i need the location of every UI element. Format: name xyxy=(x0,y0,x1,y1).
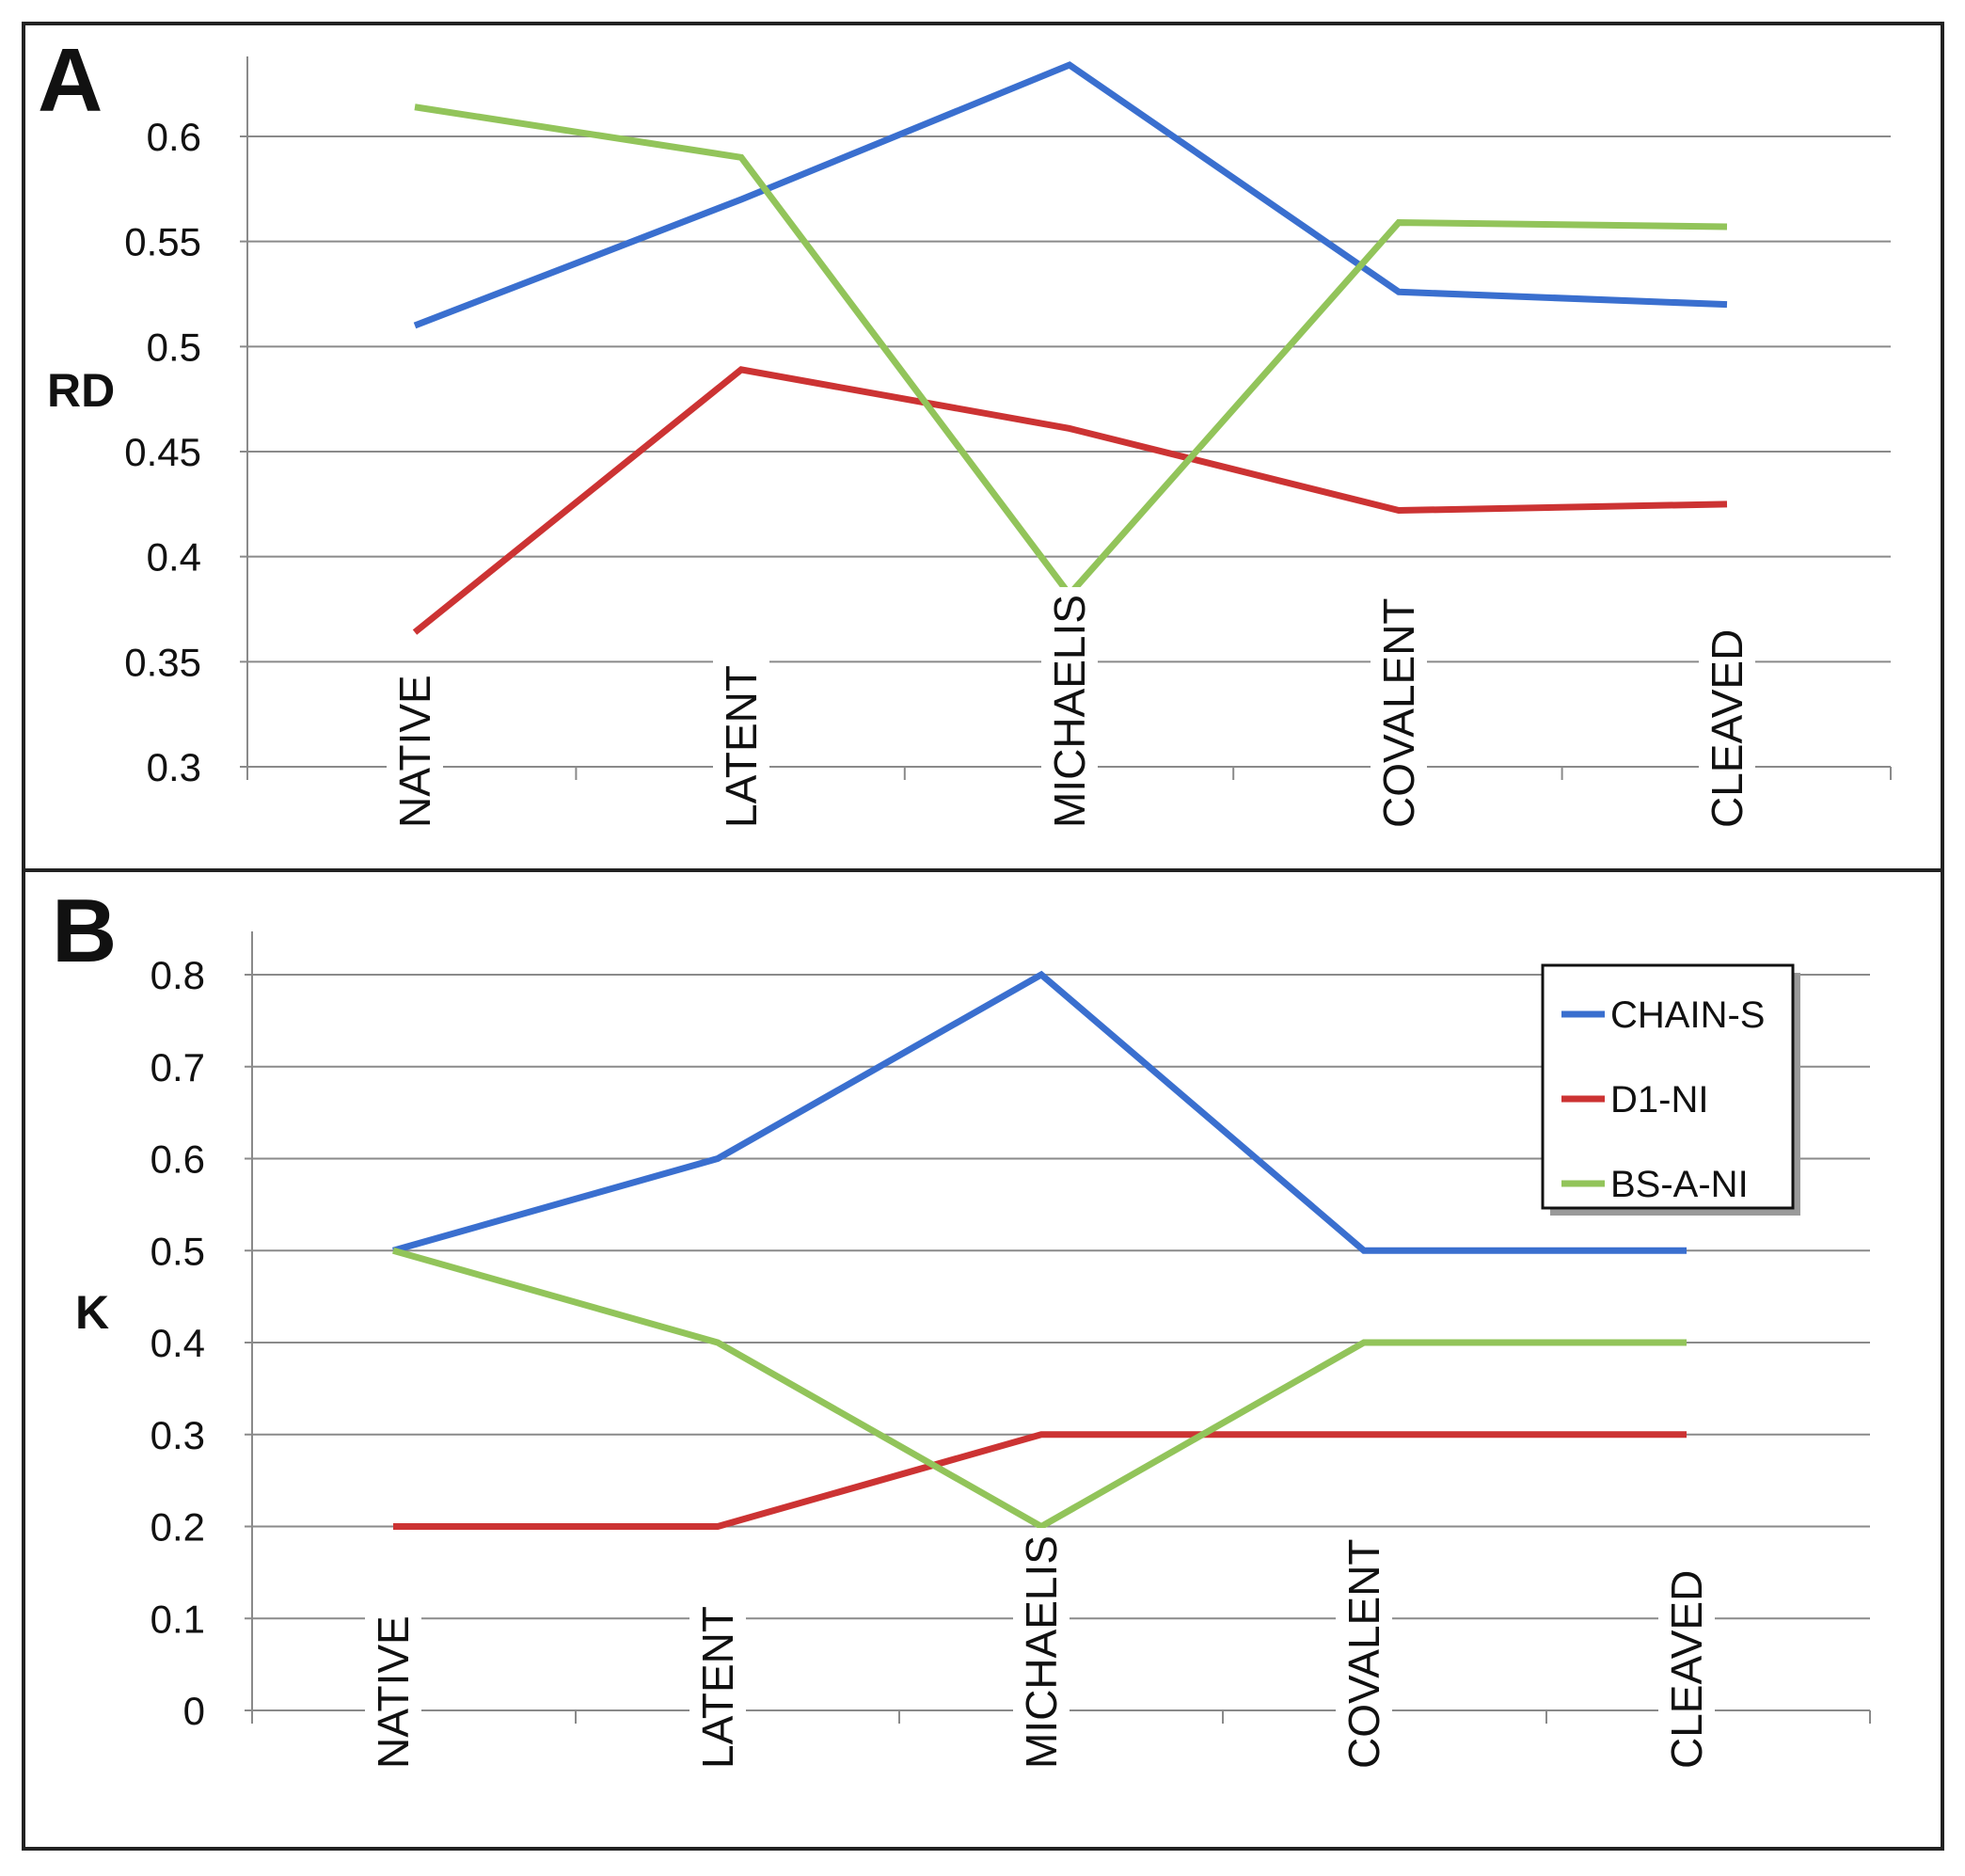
panel-a-label: A xyxy=(38,30,103,131)
panel-b-y-tick-label: 0.4 xyxy=(151,1321,205,1365)
panel-b-category-label-native: NATIVE xyxy=(369,1615,418,1769)
panel-b-y-tick-label: 0.1 xyxy=(151,1597,205,1641)
panel-b-y-tick-label: 0.6 xyxy=(151,1137,205,1182)
panel-b-y-tick-label: 0.5 xyxy=(151,1229,205,1273)
panel-b-category-label-bg xyxy=(1658,1562,1715,1776)
legend-items: CHAIN-S D1-NI BS-A-NI xyxy=(1561,994,1765,1205)
panel-b-series-line-chain-s xyxy=(392,970,1687,1254)
panel-a-y-tick-label: 0.45 xyxy=(124,430,201,474)
panel-b-y-ticks: 0 0.1 0.2 0.3 0.4 0.5 0.6 0.7 0.8 xyxy=(151,953,205,1733)
panel-a-category-label-bg xyxy=(387,667,443,835)
panel-b-category-label-bg xyxy=(1336,1531,1392,1776)
panel-a-y-tick-label: 0.4 xyxy=(147,535,201,580)
panel-b-category-label-bg xyxy=(689,1598,746,1776)
panel-b-y-tick-label: 0 xyxy=(183,1689,205,1733)
panel-b-y-tick-label: 0.8 xyxy=(151,953,205,997)
panel-b-y-tick-label: 0.3 xyxy=(151,1413,205,1457)
panel-a-category-label-bg xyxy=(713,658,769,835)
panel-a-y-axis-label: RD xyxy=(47,364,115,417)
panel-b-chart: B K 0 0.1 0.2 0.3 0.4 0.5 0.6 0.7 0.8 NATIVE LATE… xyxy=(52,881,1871,1776)
panel-a-category-label-bg xyxy=(1041,587,1098,835)
panel-a-y-ticks: 0.3 0.35 0.4 0.45 0.5 0.55 0.6 xyxy=(124,115,201,789)
panel-b-category-label-bg xyxy=(365,1608,421,1776)
panel-b-x-categories: NATIVE LATENT MICHAELIS COVALENT CLEAVED xyxy=(365,1528,1715,1776)
panel-b-y-tick-label: 0.7 xyxy=(151,1045,205,1089)
legend-label-d1-ni: D1-NI xyxy=(1610,1079,1708,1121)
panel-a-category-label-native: NATIVE xyxy=(390,675,439,828)
panel-a-y-tick-label: 0.3 xyxy=(147,745,201,789)
panel-a-category-label-covalent: COVALENT xyxy=(1374,597,1423,828)
panel-b-category-label-cleaved: CLEAVED xyxy=(1662,1570,1711,1769)
panel-a-series-line-chain-s xyxy=(413,61,1728,329)
panel-b-y-tick-label: 0.2 xyxy=(151,1505,205,1550)
panel-b-y-axis-label: K xyxy=(75,1286,109,1339)
panel-a-series-line-d1-ni xyxy=(412,366,1728,635)
panel-b-category-label-michaelis: MICHAELIS xyxy=(1017,1535,1066,1769)
panel-b-category-label-latent: LATENT xyxy=(693,1606,742,1769)
panel-b-series-line-bs-a-ni xyxy=(392,1247,1687,1531)
panel-b-series-line-d1-ni xyxy=(393,1431,1687,1530)
panel-a-category-label-cleaved: CLEAVED xyxy=(1703,629,1751,828)
legend-label-bs-a-ni: BS-A-NI xyxy=(1610,1164,1749,1205)
panel-a-category-label-bg xyxy=(1699,621,1755,835)
panel-a-category-label-latent: LATENT xyxy=(717,665,766,828)
panel-b-category-label-covalent: COVALENT xyxy=(1339,1538,1388,1769)
panel-a-category-label-bg xyxy=(1371,590,1427,835)
panel-a-y-tick-label: 0.5 xyxy=(147,325,201,369)
panel-a-y-tick-label: 0.35 xyxy=(124,640,201,684)
panel-a-category-label-michaelis: MICHAELIS xyxy=(1045,595,1094,828)
legend-label-chain-s: CHAIN-S xyxy=(1610,994,1765,1036)
panel-a-chart: A RD 0.3 0.35 0.4 0.45 0.5 0.55 0.6 NATIVE LATE… xyxy=(38,30,1892,835)
panel-a-y-tick-label: 0.55 xyxy=(124,220,201,264)
legend-box xyxy=(1541,963,1795,1210)
panel-a-x-categories: NATIVE LATENT MICHAELIS COVALENT CLEAVED xyxy=(387,587,1755,835)
panel-b-series xyxy=(392,970,1687,1531)
panel-b-label: B xyxy=(52,881,117,981)
panel-a-y-tick-label: 0.6 xyxy=(147,115,201,159)
panel-b-category-label-bg xyxy=(1013,1528,1070,1776)
legend: CHAIN-S D1-NI BS-A-NI xyxy=(1541,963,1800,1216)
figure-frame xyxy=(22,22,1944,1851)
